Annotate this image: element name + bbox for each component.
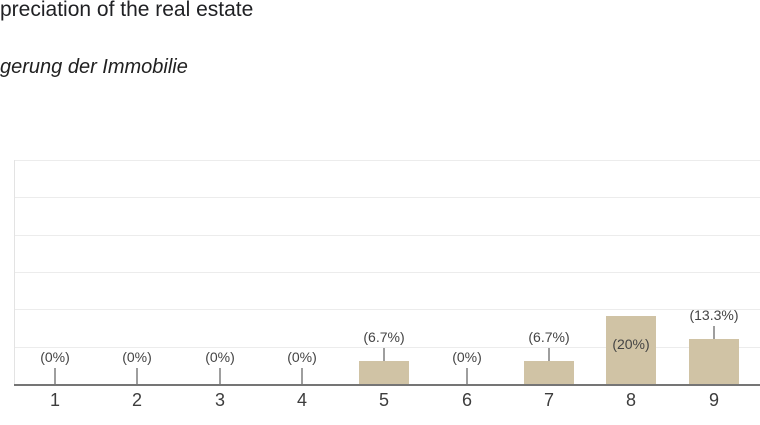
annotation-stem <box>713 326 715 339</box>
bar-category-7 <box>524 361 574 384</box>
x-axis-label: 7 <box>543 390 554 410</box>
x-axis-line <box>14 384 760 386</box>
bar-value-label: (0%) <box>287 349 317 365</box>
annotation-stem <box>54 368 56 384</box>
x-axis-label: 6 <box>461 390 472 410</box>
x-axis-label: 8 <box>625 390 636 410</box>
gridline <box>14 347 760 348</box>
x-axis-label: 5 <box>378 390 389 410</box>
bar-value-label: (13.3%) <box>689 307 739 323</box>
x-axis-label: 9 <box>708 390 719 410</box>
annotation-stem <box>219 368 221 384</box>
bar-value-label: (0%) <box>205 349 235 365</box>
annotation-stem <box>466 368 468 384</box>
bar-category-5 <box>359 361 409 384</box>
bar-value-label: (6.7%) <box>363 329 405 345</box>
bar-value-label: (20%) <box>612 336 650 352</box>
gridline <box>14 272 760 273</box>
annotation-stem <box>548 348 550 361</box>
annotation-stem <box>136 368 138 384</box>
annotation-stem <box>301 368 303 384</box>
bar-value-label: (0%) <box>122 349 152 365</box>
x-axis-label: 1 <box>49 390 60 410</box>
question-subtitle: gerung der Immobilie <box>0 56 188 78</box>
gridline <box>14 235 760 236</box>
plot-left-border <box>14 160 15 384</box>
x-axis-label: 4 <box>296 390 307 410</box>
bar-value-label: (0%) <box>452 349 482 365</box>
x-axis-label: 3 <box>214 390 225 410</box>
gridline <box>14 160 760 161</box>
gridline <box>14 197 760 198</box>
bar-value-label: (0%) <box>40 349 70 365</box>
bar-value-label: (6.7%) <box>528 329 570 345</box>
bar-category-9 <box>689 339 739 384</box>
annotation-stem <box>383 348 385 361</box>
question-title: preciation of the real estate <box>0 0 254 21</box>
x-axis-label: 2 <box>131 390 142 410</box>
gridline <box>14 309 760 310</box>
bar-category-8 <box>606 316 656 384</box>
